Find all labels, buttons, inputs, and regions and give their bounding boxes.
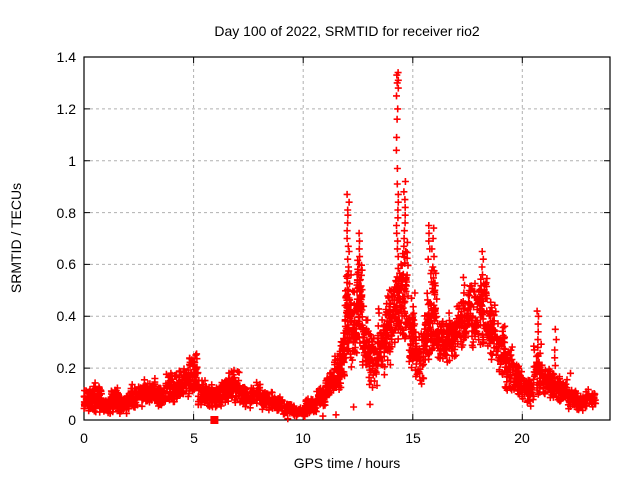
y-tick-label: 1.4 xyxy=(56,49,76,65)
x-tick-label: 15 xyxy=(405,430,421,446)
x-tick-label: 20 xyxy=(514,430,530,446)
grid-lines xyxy=(84,57,610,420)
chart-title: Day 100 of 2022, SRMTID for receiver rio… xyxy=(214,23,480,39)
y-tick-label: 0.2 xyxy=(56,360,76,376)
x-tick-label: 10 xyxy=(295,430,311,446)
y-tick-label: 0.6 xyxy=(56,256,76,272)
x-tick-label: 5 xyxy=(190,430,198,446)
y-tick-label: 1.2 xyxy=(56,101,76,117)
x-axis-label: GPS time / hours xyxy=(293,455,401,471)
scatter-points xyxy=(80,69,600,423)
y-tick-label: 0 xyxy=(68,412,76,428)
y-tick-label: 0.8 xyxy=(56,205,76,221)
plot-border xyxy=(83,56,611,421)
y-tick-label: 1 xyxy=(68,153,76,169)
square-marker xyxy=(210,416,219,424)
y-axis-label: SRMTID / TECUs xyxy=(8,182,24,294)
y-tick-label: 0.4 xyxy=(56,308,76,324)
x-tick-label: 0 xyxy=(80,430,88,446)
